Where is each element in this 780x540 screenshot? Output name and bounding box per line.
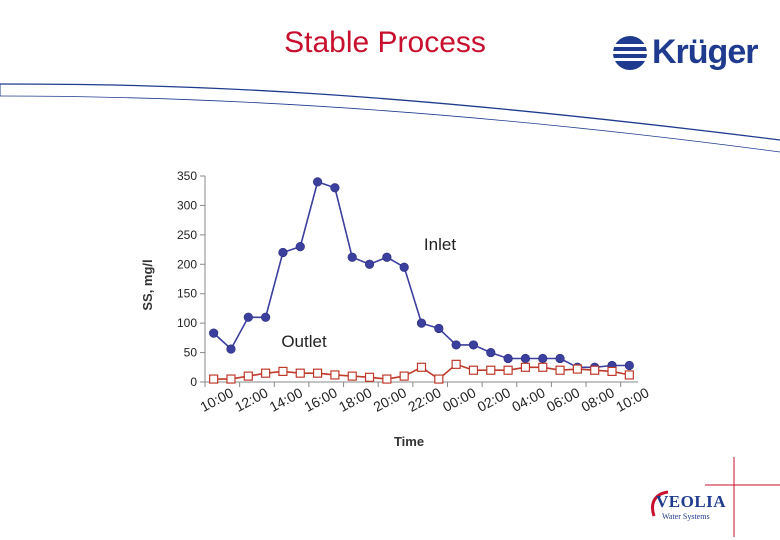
x-tick-label: 16:00 xyxy=(301,384,340,415)
x-tick-label: 08:00 xyxy=(578,384,617,415)
outlet-point xyxy=(555,365,565,375)
inlet-point xyxy=(468,340,479,350)
outlet-point xyxy=(330,370,340,380)
outlet-point xyxy=(607,366,617,377)
inlet-point xyxy=(399,262,409,272)
outlet-point xyxy=(503,365,513,375)
x-tick-label: 06:00 xyxy=(544,384,583,415)
inlet-point xyxy=(295,242,305,252)
inlet-point xyxy=(347,252,357,262)
x-tick-label: 22:00 xyxy=(405,384,444,415)
inlet-point xyxy=(312,177,323,187)
outlet-series-label: Outlet xyxy=(281,332,327,351)
kruger-logo: Krüger xyxy=(612,33,772,73)
kruger-globe-icon xyxy=(612,36,648,70)
outlet-point xyxy=(364,372,375,382)
y-tick-label: 0 xyxy=(190,375,197,389)
inlet-point xyxy=(330,183,340,193)
outlet-point xyxy=(538,362,548,372)
y-tick-label: 50 xyxy=(184,346,198,360)
kruger-logo-text: Krüger xyxy=(652,33,758,71)
x-tick-label: 18:00 xyxy=(336,384,375,415)
outlet-point xyxy=(572,364,582,374)
y-tick-label: 150 xyxy=(177,287,197,301)
veolia-swirl-icon xyxy=(651,490,669,517)
y-tick-label: 200 xyxy=(177,257,197,271)
slide-title: Stable Process xyxy=(284,26,486,59)
inlet-point xyxy=(451,340,461,350)
outlet-point xyxy=(295,368,305,378)
x-tick-label: 20:00 xyxy=(371,384,410,415)
inlet-point xyxy=(503,353,513,364)
veolia-logo: VEOLIA Water Systems xyxy=(648,486,728,526)
outlet-point xyxy=(468,365,479,375)
outlet-point xyxy=(382,374,392,384)
outlet-point xyxy=(261,368,271,378)
inlet-point xyxy=(538,353,548,364)
inlet-point xyxy=(555,353,565,364)
inlet-point xyxy=(278,247,288,258)
outlet-point xyxy=(347,371,357,381)
inlet-point xyxy=(261,312,271,322)
inlet-point xyxy=(243,312,253,322)
x-tick-label: 10:00 xyxy=(197,384,236,415)
y-tick-label: 350 xyxy=(177,169,197,183)
inlet-point xyxy=(416,318,427,328)
outlet-point xyxy=(278,366,288,377)
outlet-point xyxy=(243,371,253,381)
y-tick-label: 250 xyxy=(177,228,197,242)
x-tick-label: 14:00 xyxy=(267,384,306,415)
inlet-point xyxy=(226,344,236,354)
y-tick-label: 100 xyxy=(177,316,197,330)
series-inlet xyxy=(209,177,634,372)
outlet-point xyxy=(486,365,496,375)
y-axis-label: SS, mg/l xyxy=(140,259,155,310)
inlet-point xyxy=(520,353,531,364)
x-tick-label: 12:00 xyxy=(232,384,271,415)
x-tick-label: 04:00 xyxy=(509,384,548,415)
inlet-point xyxy=(364,259,375,269)
outlet-point xyxy=(624,370,634,380)
outlet-point xyxy=(209,374,219,384)
inlet-point xyxy=(209,328,219,338)
outlet-point xyxy=(520,362,531,372)
x-axis-label: Time xyxy=(394,434,424,449)
veolia-logo-text: VEOLIA xyxy=(656,492,727,511)
decorative-swoosh xyxy=(0,83,780,153)
outlet-point xyxy=(312,368,323,378)
outlet-point xyxy=(590,365,600,375)
outlet-point xyxy=(434,374,444,384)
outlet-point xyxy=(451,359,461,369)
x-tick-label: 10:00 xyxy=(613,384,652,415)
outlet-point xyxy=(399,371,409,381)
outlet-point xyxy=(416,362,427,372)
series-outlet xyxy=(209,359,634,384)
inlet-series-label: Inlet xyxy=(424,235,456,254)
chart-series xyxy=(209,177,634,384)
inlet-line xyxy=(213,180,630,369)
x-tick-label: 02:00 xyxy=(475,384,514,415)
outlet-point xyxy=(226,374,236,384)
inlet-point xyxy=(624,360,634,371)
x-tick-label: 00:00 xyxy=(440,384,479,415)
inlet-point xyxy=(382,252,392,262)
veolia-logo-subtext: Water Systems xyxy=(662,512,710,521)
inlet-point xyxy=(486,347,496,358)
y-tick-label: 300 xyxy=(177,198,197,212)
inlet-point xyxy=(434,323,444,334)
